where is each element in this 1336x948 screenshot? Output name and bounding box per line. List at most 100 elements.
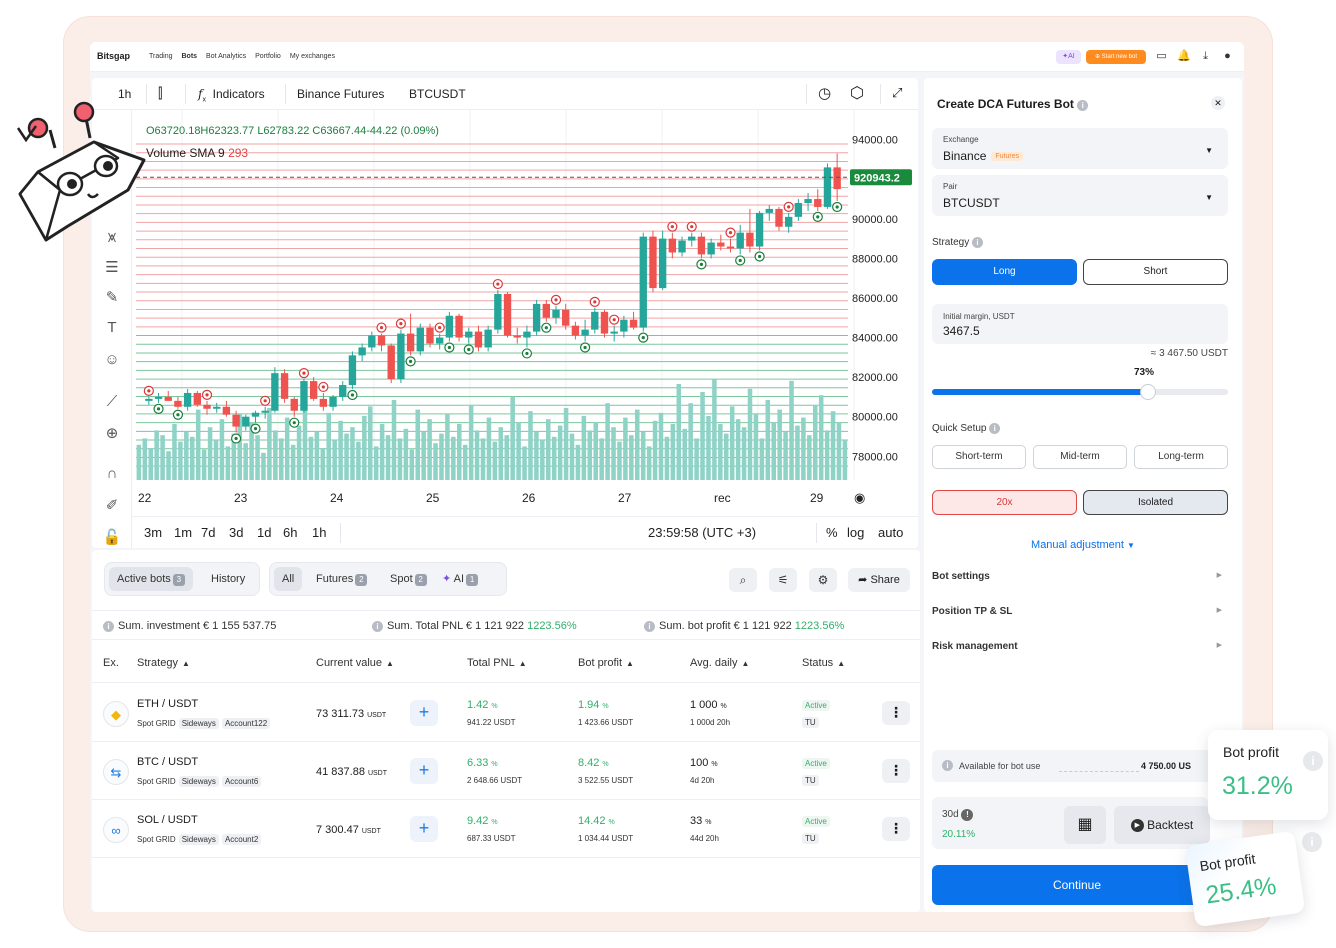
pair-select[interactable]: Pair BTCUSDT ▼ (932, 175, 1228, 216)
settings-hex-icon[interactable]: ⬡ (850, 85, 864, 102)
bell-icon[interactable]: 🔔 (1177, 50, 1191, 62)
indicators-button[interactable]: fx Indicators (198, 87, 265, 104)
exchange-label[interactable]: Binance Futures (297, 87, 385, 101)
info-icon[interactable]: i (1077, 100, 1089, 111)
scale-percent[interactable]: % (826, 525, 838, 540)
gear-icon[interactable]: ⚙ (809, 568, 837, 592)
exchange-select[interactable]: Exchange Binance Futures ▼ (932, 128, 1228, 169)
nav-link-trading[interactable]: Trading (149, 53, 173, 60)
filter-futures[interactable]: Futures 2 (308, 567, 375, 591)
range-3m[interactable]: 3m (144, 525, 163, 540)
margin-mode-button[interactable]: Isolated (1083, 490, 1228, 515)
scale-log[interactable]: log (847, 525, 865, 540)
candle-type-icon[interactable]: ⫿ (158, 85, 163, 101)
ai-button[interactable]: ✦AI (1056, 50, 1081, 64)
download-icon[interactable]: ⤓ (1203, 50, 1208, 62)
range-3d[interactable]: 3d (229, 525, 244, 540)
pattern-tool-icon[interactable]: ⩙ (107, 229, 117, 246)
symbol-label[interactable]: BTCUSDT (409, 87, 466, 101)
filter-all[interactable]: All (274, 567, 303, 591)
tab-history[interactable]: History (211, 573, 246, 585)
filter-sliders-icon[interactable]: ⚟ (769, 568, 797, 592)
candle-body (339, 385, 347, 397)
quick-setup-long-term[interactable]: Long-term (1134, 445, 1228, 469)
info-icon[interactable]: i (942, 760, 953, 771)
info-icon[interactable]: i (989, 423, 1001, 434)
backtest-period[interactable]: 30d ! (942, 809, 974, 821)
fib-tool-icon[interactable]: ☰ (105, 259, 119, 276)
search-icon[interactable]: ⌕ (729, 568, 757, 592)
info-icon[interactable]: i (372, 621, 383, 632)
calendar-icon[interactable]: ▦ (1064, 806, 1106, 844)
wallet-icon[interactable]: ▭ (1156, 50, 1167, 62)
more-options-button[interactable]: ⋮ (882, 701, 910, 725)
add-funds-button[interactable]: + (410, 700, 438, 726)
tab-active-bots[interactable]: Active bots 3 (109, 567, 193, 591)
table-row[interactable]: ⇆ BTC / USDT Spot GRID Sideways Account6 41 8… (92, 742, 920, 800)
info-icon[interactable]: i (644, 621, 655, 632)
table-row[interactable]: ∞ SOL / USDT Spot GRID Sideways Account2 7 30… (92, 800, 920, 858)
user-icon[interactable]: ● (1224, 50, 1231, 62)
volume-bar (362, 416, 367, 480)
info-icon[interactable]: i (972, 237, 984, 248)
range-7d[interactable]: 7d (201, 525, 216, 540)
candle-body (377, 335, 386, 346)
continue-button[interactable]: Continue (932, 865, 1222, 905)
share-button[interactable]: ➦ Share (848, 568, 910, 592)
nav-link-portfolio[interactable]: Portfolio (255, 53, 281, 60)
range-6h[interactable]: 6h (283, 525, 298, 540)
close-icon[interactable]: ✕ (1211, 96, 1225, 110)
nav-link-bots[interactable]: Bots (181, 53, 198, 60)
zoom-tool-icon[interactable]: ⊕ (105, 425, 119, 442)
quick-setup-short-term[interactable]: Short-term (932, 445, 1026, 469)
start-new-bot-button[interactable]: ⊕ Start new bot (1086, 50, 1146, 64)
section-risk-management[interactable]: Risk management ▶ (932, 641, 1222, 652)
fullscreen-icon[interactable]: ⤢ (892, 85, 903, 100)
column-header[interactable]: Strategy ▲ (137, 657, 190, 669)
more-options-button[interactable]: ⋮ (882, 817, 910, 841)
filter-spot[interactable]: Spot 2 (382, 567, 435, 591)
nav-link-my-exchanges[interactable]: My exchanges (289, 53, 335, 60)
column-header[interactable]: Status ▲ (802, 657, 846, 669)
interval-button[interactable]: 1h (118, 87, 132, 101)
magnet-tool-icon[interactable]: ∩ (106, 465, 118, 482)
section-position-tp-sl[interactable]: Position TP & SL ▶ (932, 606, 1222, 617)
backtest-button[interactable]: ▶ Backtest (1114, 806, 1210, 844)
lock-drawing-icon[interactable]: ✐ (105, 497, 119, 514)
emoji-tool-icon[interactable]: ☺ (104, 351, 120, 368)
ruler-tool-icon[interactable]: ⟋ (106, 393, 118, 410)
range-1d[interactable]: 1d (257, 525, 272, 540)
volume-bar (385, 435, 391, 480)
more-options-button[interactable]: ⋮ (882, 759, 910, 783)
column-header[interactable]: Current value ▲ (316, 657, 394, 669)
text-tool-icon[interactable]: T (107, 319, 117, 336)
manual-adjustment-toggle[interactable]: Manual adjustment ▼ (1031, 539, 1135, 551)
slider-handle[interactable] (1140, 384, 1157, 400)
alert-icon[interactable]: ◷ (818, 85, 832, 102)
add-funds-button[interactable]: + (410, 758, 438, 784)
column-header[interactable]: Avg. daily ▲ (690, 657, 750, 669)
quick-setup-mid-term[interactable]: Mid-term (1033, 445, 1127, 469)
column-header[interactable]: Total PNL ▲ (467, 657, 527, 669)
initial-margin-input[interactable]: Initial margin, USDT 3467.5 (932, 304, 1228, 344)
margin-slider[interactable] (932, 384, 1228, 400)
section-bot-settings[interactable]: Bot settings ▶ (932, 571, 1222, 582)
nav-link-bot-analytics[interactable]: Bot Analytics (206, 53, 247, 60)
range-1m[interactable]: 1m (174, 525, 193, 540)
long-button[interactable]: Long (932, 259, 1077, 285)
lock-icon[interactable]: 🔓 (102, 529, 122, 546)
column-header[interactable]: Bot profit ▲ (578, 657, 634, 669)
info-icon[interactable]: i (103, 621, 114, 632)
volume-bar (279, 438, 284, 480)
short-button[interactable]: Short (1083, 259, 1228, 285)
brush-tool-icon[interactable]: ✎ (105, 289, 119, 306)
candle-body (503, 294, 512, 336)
filter-ai[interactable]: ✦ AI 1 (434, 567, 486, 591)
scale-auto[interactable]: auto (878, 525, 904, 540)
candlestick-chart[interactable]: 94000.0092000.0090000.0088000.0086000.00… (132, 110, 918, 516)
table-row[interactable]: ◆ ETH / USDT Spot GRID Sideways Account122 73… (92, 684, 920, 742)
range-1h[interactable]: 1h (312, 525, 327, 540)
add-funds-button[interactable]: + (410, 816, 438, 842)
volume-bar (504, 435, 509, 480)
leverage-button[interactable]: 20x (932, 490, 1077, 515)
